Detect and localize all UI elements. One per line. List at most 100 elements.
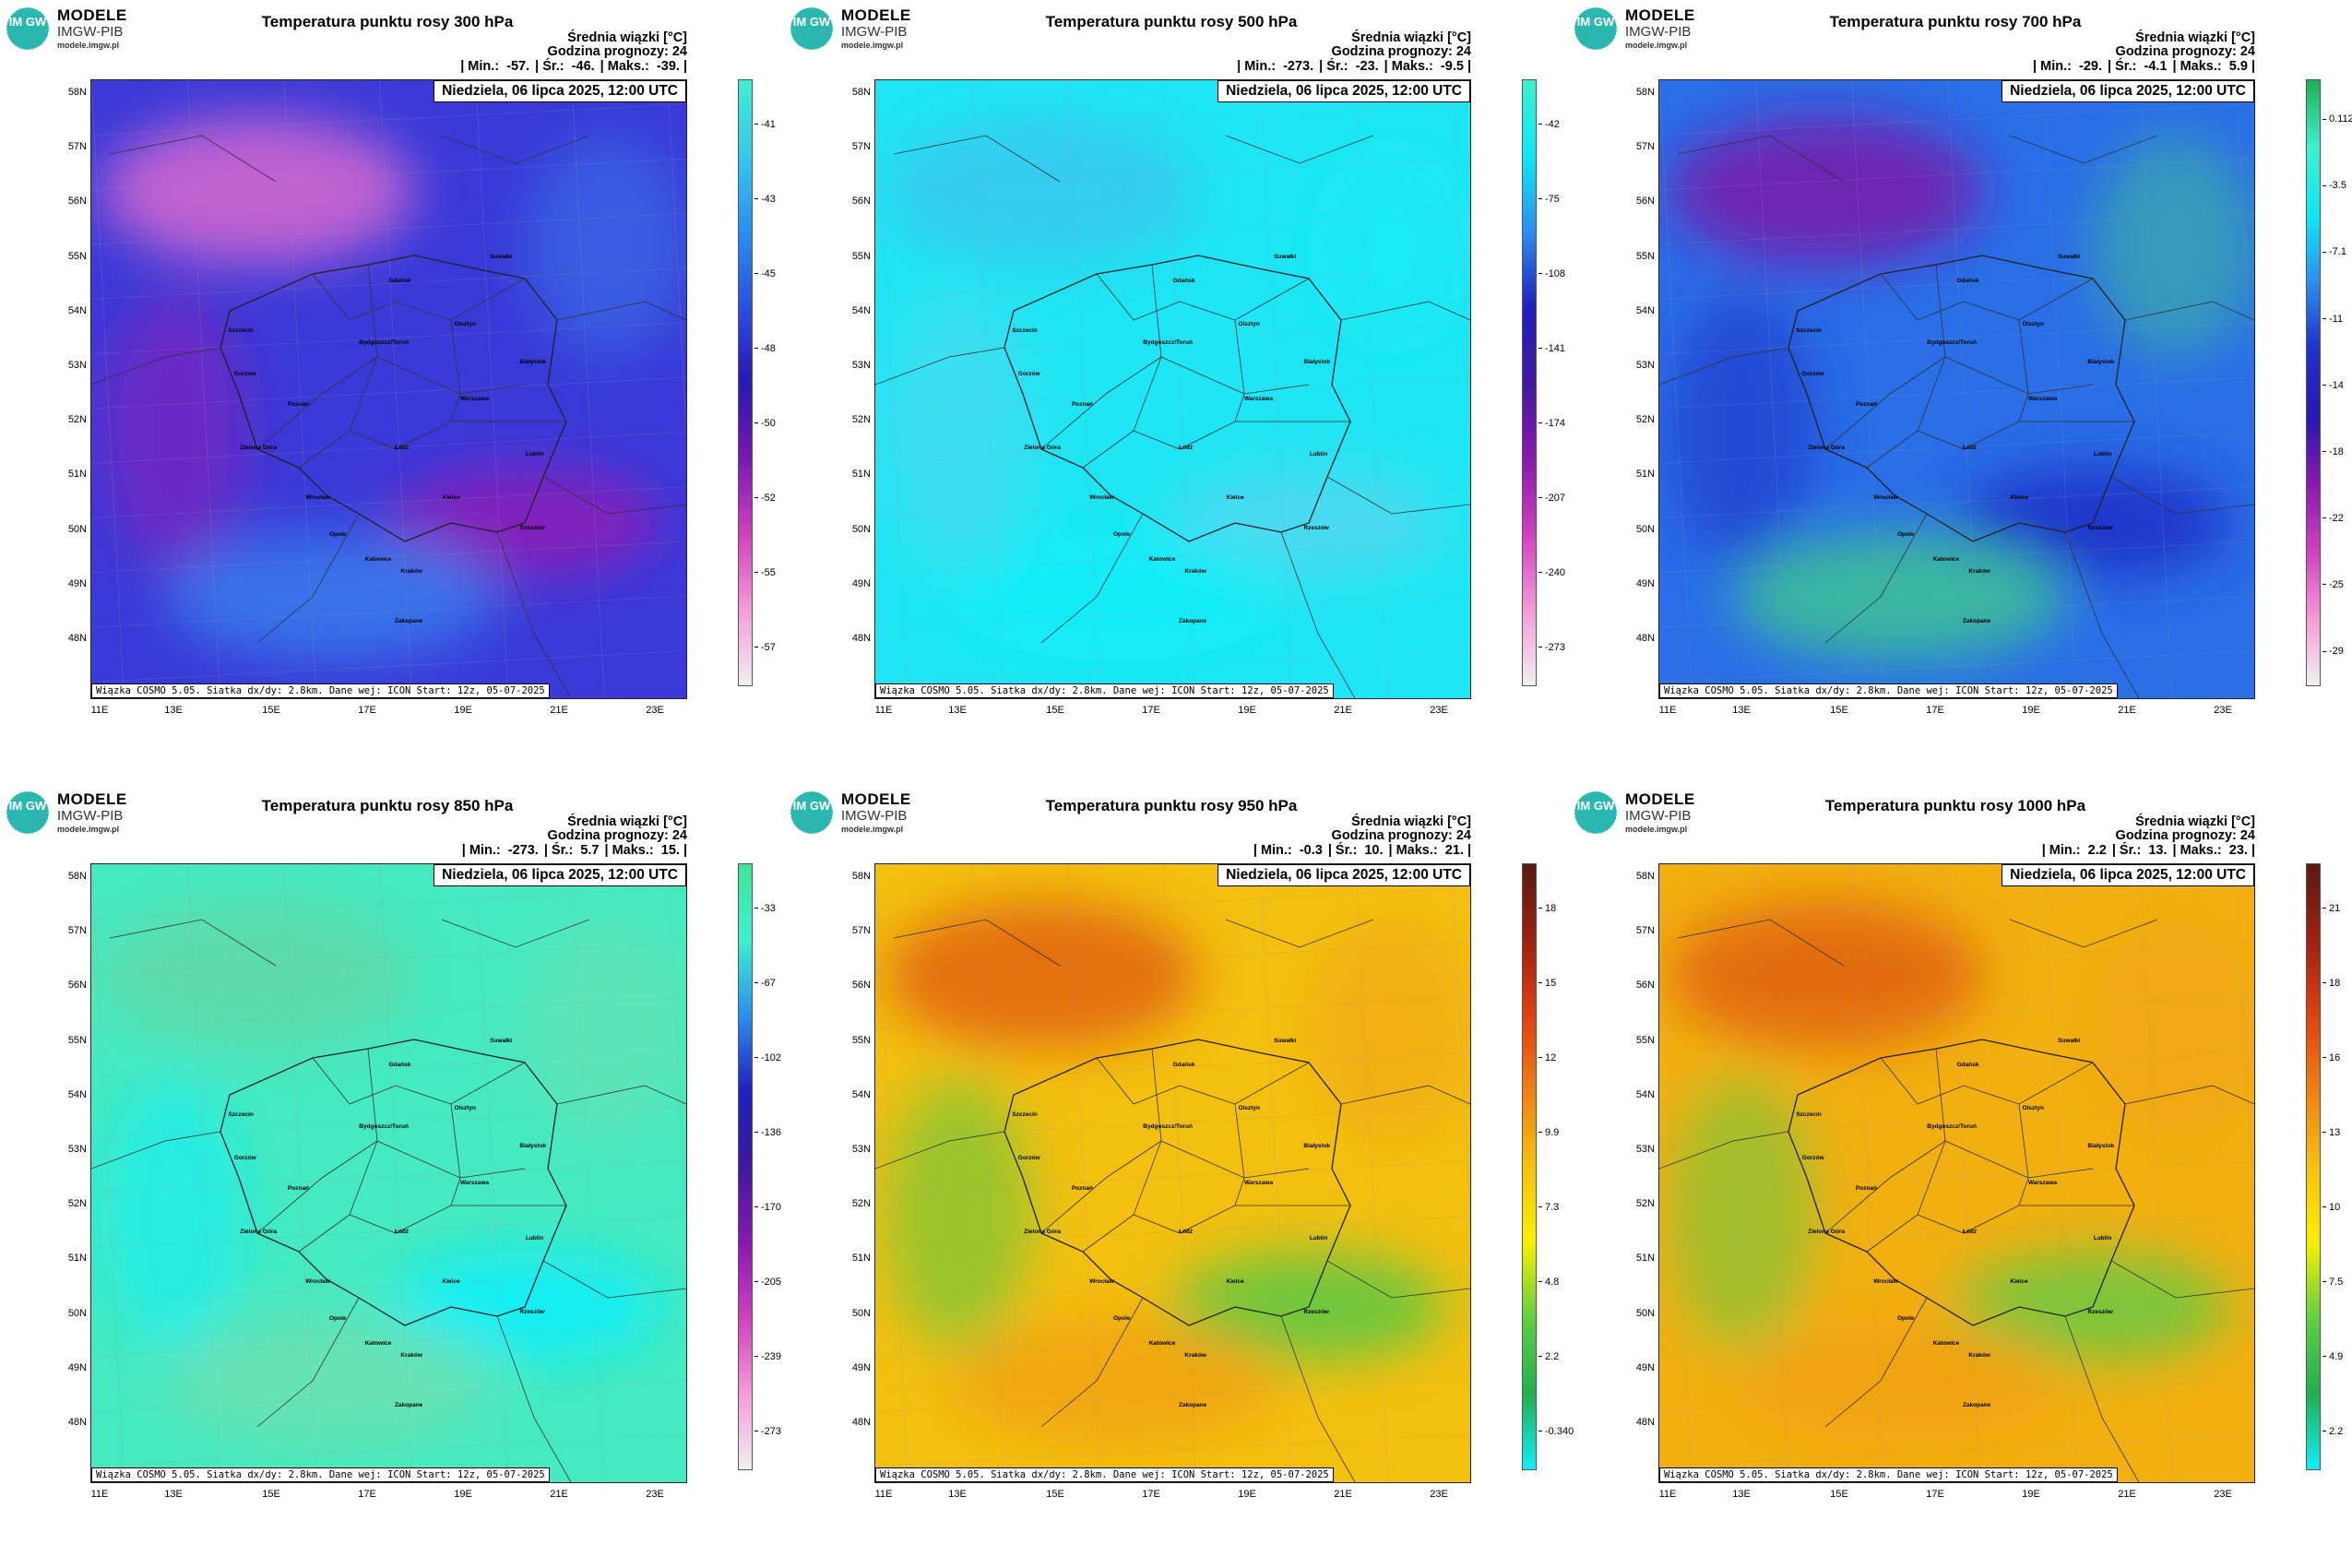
- lon-tick-label: 17E: [1926, 705, 1944, 716]
- lat-tick-label: 52N: [67, 414, 87, 426]
- forecast-map[interactable]: Gdańsk Suwałki Olsztyn Szczecin Bydgoszcz/To…: [90, 863, 687, 1483]
- panel-title: Temperatura punktu rosy 850 hPa: [261, 797, 514, 814]
- model-footer: Wiązka COSMO 5.05. Siatka dx/dy: 2.8km. …: [91, 1467, 550, 1482]
- valid-date: Niedziela, 06 lipca 2025, 12:00 UTC: [2002, 80, 2254, 102]
- lon-tick-label: 15E: [1046, 1489, 1064, 1500]
- lat-tick-label: 52N: [1635, 414, 1655, 426]
- city-label: Zielona Góra: [1808, 445, 1845, 452]
- stat-min: | Min.: -29.: [2033, 59, 2102, 74]
- forecast-map[interactable]: Gdańsk Suwałki Olsztyn Szczecin Bydgoszcz/To…: [90, 79, 687, 699]
- lon-tick-label: 21E: [2118, 705, 2136, 716]
- forecast-map[interactable]: Gdańsk Suwałki Olsztyn Szczecin Bydgoszcz/To…: [1658, 79, 2255, 699]
- city-label: Suwałki: [1274, 1037, 1297, 1044]
- lon-tick-label: 21E: [1334, 1489, 1352, 1500]
- city-label: Zakopane: [1178, 617, 1207, 624]
- city-label: Kraków: [1968, 1352, 1990, 1360]
- colorbar-tick-label: -45: [754, 268, 776, 279]
- city-label: Suwałki: [2058, 1037, 2081, 1044]
- city-label: Kraków: [400, 1352, 422, 1360]
- city-label: Olsztyn: [454, 1105, 476, 1112]
- city-label: Olsztyn: [1238, 1105, 1260, 1112]
- forecast-map[interactable]: Gdańsk Suwałki Olsztyn Szczecin Bydgoszcz/To…: [874, 863, 1471, 1483]
- lat-tick-label: 56N: [1635, 980, 1655, 992]
- lat-tick-label: 57N: [851, 141, 871, 153]
- map-field: [91, 864, 686, 1482]
- city-label: Warszawa: [2027, 1179, 2058, 1186]
- colorbar-tick-label: -7.1: [2322, 246, 2346, 257]
- stat-max: | Maks.: -39. |: [600, 59, 687, 74]
- lat-tick-label: 57N: [67, 925, 87, 937]
- stats-line: | Min.: -29. | Śr.: -4.1 | Maks.: 5.9 |: [2027, 59, 2255, 74]
- map-field: [875, 80, 1470, 698]
- brand-url[interactable]: modele.imgw.pl: [841, 825, 904, 834]
- brand-name: MODELE: [1625, 6, 1695, 24]
- city-label: Gorzów: [1017, 370, 1040, 377]
- colorbar-tick-label: -41: [754, 119, 776, 130]
- brand-url[interactable]: modele.imgw.pl: [57, 41, 120, 50]
- lon-tick-label: 21E: [550, 705, 568, 716]
- city-label: Katowice: [1148, 1339, 1176, 1347]
- colorbar-tick-label: -18: [2322, 446, 2344, 457]
- city-label: Poznań: [1071, 1185, 1093, 1193]
- lat-tick-label: 51N: [851, 469, 871, 481]
- map-field: [875, 864, 1470, 1482]
- brand-name: MODELE: [57, 6, 127, 24]
- city-label: Wrocław: [1873, 493, 1898, 501]
- forecast-info: Średnia wiązki [°C] Godzina prognozy: 24: [2116, 815, 2255, 843]
- stat-max: | Maks.: 21. |: [1388, 843, 1471, 858]
- imgw-badge-text: IM GW: [792, 15, 831, 29]
- forecast-map[interactable]: Gdańsk Suwałki Olsztyn Szczecin Bydgoszcz/To…: [1658, 863, 2255, 1483]
- colorbar-tick-label: -273: [754, 1426, 781, 1437]
- imgw-badge-icon: IM GW: [6, 6, 50, 51]
- city-label: Bydgoszcz/Toruń: [1927, 339, 1977, 347]
- city-label: Zakopane: [1962, 617, 1991, 624]
- brand-url[interactable]: modele.imgw.pl: [1625, 41, 1688, 50]
- lon-tick-label: 13E: [948, 705, 967, 716]
- lat-tick-label: 55N: [1635, 250, 1655, 262]
- city-label: Rzeszów: [1303, 1309, 1329, 1316]
- lat-tick-label: 53N: [851, 360, 871, 371]
- stats-line: | Min.: -57. | Śr.: -46. | Maks.: -39. |: [455, 59, 687, 74]
- lon-tick-label: 15E: [262, 1489, 280, 1500]
- brand-url[interactable]: modele.imgw.pl: [57, 825, 120, 834]
- lon-tick-label: 17E: [1926, 1489, 1944, 1500]
- lon-tick-label: 17E: [1142, 705, 1160, 716]
- colorbar-tick-label: 4.9: [2322, 1351, 2343, 1362]
- colorbar-tick-label: -273: [1538, 642, 1565, 653]
- colorbar-tick-label: 18: [1538, 903, 1556, 914]
- valid-date: Niedziela, 06 lipca 2025, 12:00 UTC: [2002, 864, 2254, 886]
- lat-tick-label: 53N: [1635, 1144, 1655, 1155]
- city-label: Suwałki: [1274, 253, 1297, 260]
- imgw-logo: IM GW MODELE IMGW-PIB modele.imgw.pl: [788, 5, 949, 53]
- lat-tick-label: 52N: [851, 1198, 871, 1210]
- brand-name: MODELE: [57, 790, 127, 808]
- lat-tick-label: 56N: [851, 980, 871, 992]
- city-label: Zielona Góra: [1808, 1229, 1845, 1236]
- lon-tick-label: 23E: [646, 1489, 664, 1500]
- lat-tick-label: 51N: [1635, 1253, 1655, 1265]
- city-label: Wrocław: [1873, 1277, 1898, 1285]
- city-label: Kraków: [1184, 568, 1206, 576]
- city-label: Kraków: [1968, 568, 1990, 576]
- city-label: Gorzów: [233, 370, 256, 377]
- lon-tick-label: 17E: [358, 1489, 376, 1500]
- brand-url[interactable]: modele.imgw.pl: [841, 41, 904, 50]
- city-label: Rzeszów: [2087, 1309, 2113, 1316]
- lon-tick-label: 19E: [2022, 705, 2040, 716]
- colorbar-tick-label: -0.340: [1538, 1426, 1574, 1437]
- brand-url[interactable]: modele.imgw.pl: [1625, 825, 1688, 834]
- forecast-hour: Godzina prognozy: 24: [547, 44, 687, 59]
- lat-tick-label: 48N: [851, 633, 871, 644]
- lat-tick-label: 49N: [1635, 1361, 1655, 1373]
- forecast-hour: Godzina prognozy: 24: [2115, 44, 2255, 59]
- forecast-map[interactable]: Gdańsk Suwałki Olsztyn Szczecin Bydgoszcz/To…: [874, 79, 1471, 699]
- colorbar-ticks: -41 -43 -45 -48 -50 -52 -55 -57: [754, 79, 791, 684]
- valid-date: Niedziela, 06 lipca 2025, 12:00 UTC: [1218, 80, 1470, 102]
- colorbar-tick-label: 16: [2322, 1052, 2340, 1063]
- lat-tick-label: 58N: [1635, 871, 1655, 882]
- colorbar-tick-label: 4.8: [1538, 1277, 1559, 1288]
- colorbar-tick-label: -102: [754, 1052, 781, 1063]
- city-label: Gorzów: [1801, 1154, 1824, 1161]
- city-label: Olsztyn: [454, 321, 476, 328]
- city-label: Zakopane: [394, 1401, 423, 1408]
